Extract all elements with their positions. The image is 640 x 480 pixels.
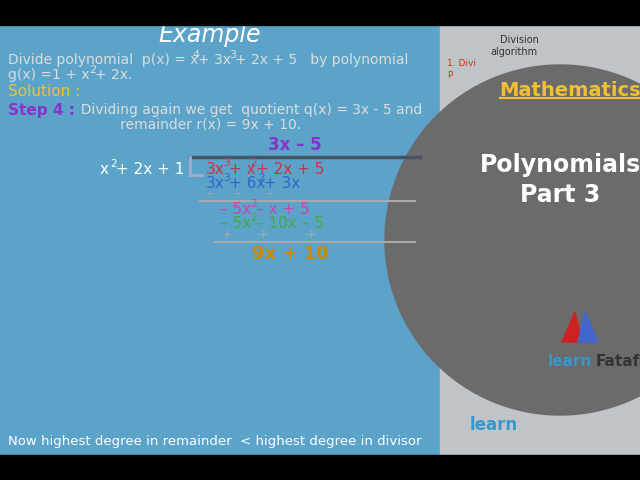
Text: 1. Divi: 1. Divi	[447, 60, 476, 69]
Text: 3x: 3x	[206, 163, 225, 178]
Text: +: +	[258, 228, 269, 240]
Text: Division: Division	[500, 35, 539, 45]
Text: 3: 3	[223, 158, 230, 168]
Text: + 3x: + 3x	[198, 53, 231, 67]
Text: learn: learn	[548, 355, 592, 370]
Text: – 5x: – 5x	[220, 216, 251, 231]
Text: – 5x: – 5x	[220, 203, 251, 217]
Text: 2: 2	[250, 199, 257, 209]
Text: Dividing again we get  quotient q(x) = 3x - 5 and: Dividing again we get quotient q(x) = 3x…	[72, 103, 422, 117]
Text: 2: 2	[89, 65, 96, 75]
Text: –: –	[233, 188, 239, 201]
Text: 3: 3	[229, 50, 236, 60]
Polygon shape	[578, 312, 598, 342]
Text: + 6x: + 6x	[229, 177, 266, 192]
Text: algorithm: algorithm	[490, 47, 537, 57]
Text: learn: learn	[470, 416, 518, 434]
Text: Solution :: Solution :	[8, 84, 80, 99]
Text: remainder r(x) = 9x + 10.: remainder r(x) = 9x + 10.	[72, 117, 301, 131]
Text: P: P	[447, 72, 452, 81]
Text: –: –	[206, 188, 212, 201]
Text: Divide polynomial  p(x) = x: Divide polynomial p(x) = x	[8, 53, 198, 67]
Text: + 2x + 1: + 2x + 1	[116, 163, 184, 178]
Text: + 3x: + 3x	[264, 177, 300, 192]
Text: –: –	[266, 188, 272, 201]
Text: – 10x – 5: – 10x – 5	[256, 216, 324, 231]
Text: 3x – 5: 3x – 5	[268, 136, 322, 154]
Text: – x + 5: – x + 5	[256, 203, 310, 217]
Text: 3: 3	[223, 173, 230, 183]
Text: + 2x + 5: + 2x + 5	[256, 163, 324, 178]
Text: x: x	[100, 163, 109, 178]
Text: 2: 2	[250, 158, 257, 168]
Text: Now highest degree in remainder  < highest degree in divisor: Now highest degree in remainder < highes…	[8, 435, 422, 448]
Text: Part 3: Part 3	[520, 183, 600, 207]
Text: 9x + 10: 9x + 10	[252, 245, 328, 263]
Circle shape	[385, 65, 640, 415]
Text: 2: 2	[258, 173, 264, 183]
Text: Example: Example	[159, 23, 261, 47]
Text: +: +	[306, 228, 317, 240]
Text: + 2x + 5   by polynomial: + 2x + 5 by polynomial	[235, 53, 408, 67]
Text: +: +	[222, 228, 232, 240]
Text: 3x: 3x	[206, 177, 225, 192]
Text: + 2x.: + 2x.	[95, 68, 132, 82]
Text: 2: 2	[110, 159, 116, 169]
Text: Polynomials: Polynomials	[479, 153, 640, 177]
Text: g(x) =1 + x: g(x) =1 + x	[8, 68, 90, 82]
Text: 4: 4	[192, 50, 199, 60]
Text: Mathematics: Mathematics	[499, 81, 640, 99]
Polygon shape	[562, 312, 582, 342]
Text: + x: + x	[229, 163, 255, 178]
Text: 2: 2	[250, 213, 257, 223]
Text: Step 4 :: Step 4 :	[8, 103, 75, 118]
Text: Fatafat: Fatafat	[596, 355, 640, 370]
